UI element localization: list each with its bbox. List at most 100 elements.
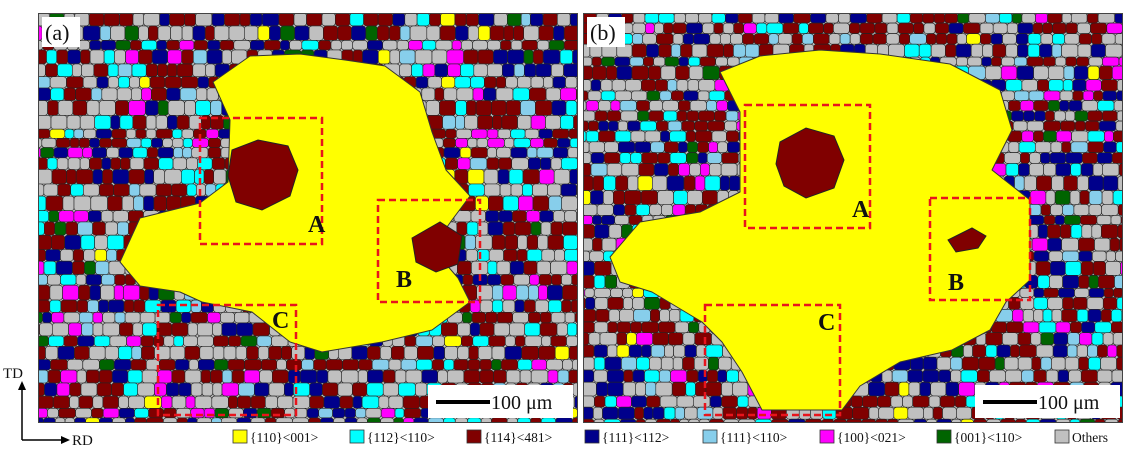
grain [583,110,596,122]
grain [1032,22,1043,34]
grain [103,13,120,27]
grain [693,33,710,45]
legend-swatch [936,429,952,444]
grain [240,335,258,347]
grain [543,138,558,148]
grain [886,22,899,34]
grain [50,359,68,371]
grain [94,249,107,262]
grain [214,407,230,419]
grain [92,221,106,236]
grain [445,128,457,139]
grain [73,210,89,223]
grain [631,65,649,80]
grain [200,369,211,384]
grain [828,33,841,45]
grain [955,43,972,58]
region-label: B [396,267,412,293]
region-label: A [852,197,870,223]
grain [335,13,351,27]
grain [1040,152,1051,164]
grain [1090,22,1108,34]
grain [491,345,506,360]
grain [220,311,235,324]
grain [224,13,241,27]
grain [1088,56,1103,67]
grain [1101,224,1119,239]
grain [598,120,609,132]
grain [56,157,69,170]
grain [454,76,471,89]
grain [60,249,74,262]
grain [958,381,976,397]
grain [504,345,522,360]
grain [554,249,565,262]
grain [677,141,688,153]
grain [694,332,712,346]
grain [153,169,165,185]
grain [722,406,737,420]
grain [106,249,117,262]
grain [614,56,631,67]
grain [1092,261,1106,276]
grain [339,395,354,409]
grain [588,120,599,132]
grain [633,309,651,323]
grain [727,141,740,153]
grain [539,210,554,223]
grain [477,345,493,360]
grain [1059,90,1074,101]
grain [146,147,159,159]
grain [172,128,183,139]
grain [184,13,196,27]
grain [1121,309,1123,322]
grain [922,369,940,383]
grain [496,311,514,324]
grain [1016,65,1034,80]
grain [1037,274,1050,289]
grain [47,407,59,419]
grain [705,381,722,397]
grain [627,120,641,132]
grain [486,128,499,139]
grain [367,369,384,384]
grain [131,345,142,360]
grain [1062,79,1073,92]
grain [1065,56,1077,67]
grain [371,359,390,371]
grain [530,138,545,148]
grain [77,335,95,347]
grain [469,157,488,170]
grain [85,417,100,423]
grain [404,13,418,27]
grain [791,33,803,45]
grain [1078,33,1092,45]
grain [617,120,628,132]
grain [1073,65,1089,80]
grain [970,43,984,58]
grain [1071,13,1088,24]
grain [593,369,608,383]
grain [123,284,141,301]
grain [441,76,456,89]
grain [738,418,756,423]
grain [73,128,84,139]
grain [157,100,169,116]
grain [143,195,155,212]
grain [212,345,225,360]
grain [564,311,576,324]
grain [956,406,972,420]
grain [881,13,898,24]
grain [646,43,660,58]
grain [535,63,552,78]
grain [584,287,595,298]
grain [976,369,990,383]
grain [492,49,508,65]
grain [992,43,1007,58]
grain [608,120,619,132]
grain [564,210,578,223]
grain [1021,13,1036,24]
grain [417,345,434,360]
grain [620,418,637,423]
